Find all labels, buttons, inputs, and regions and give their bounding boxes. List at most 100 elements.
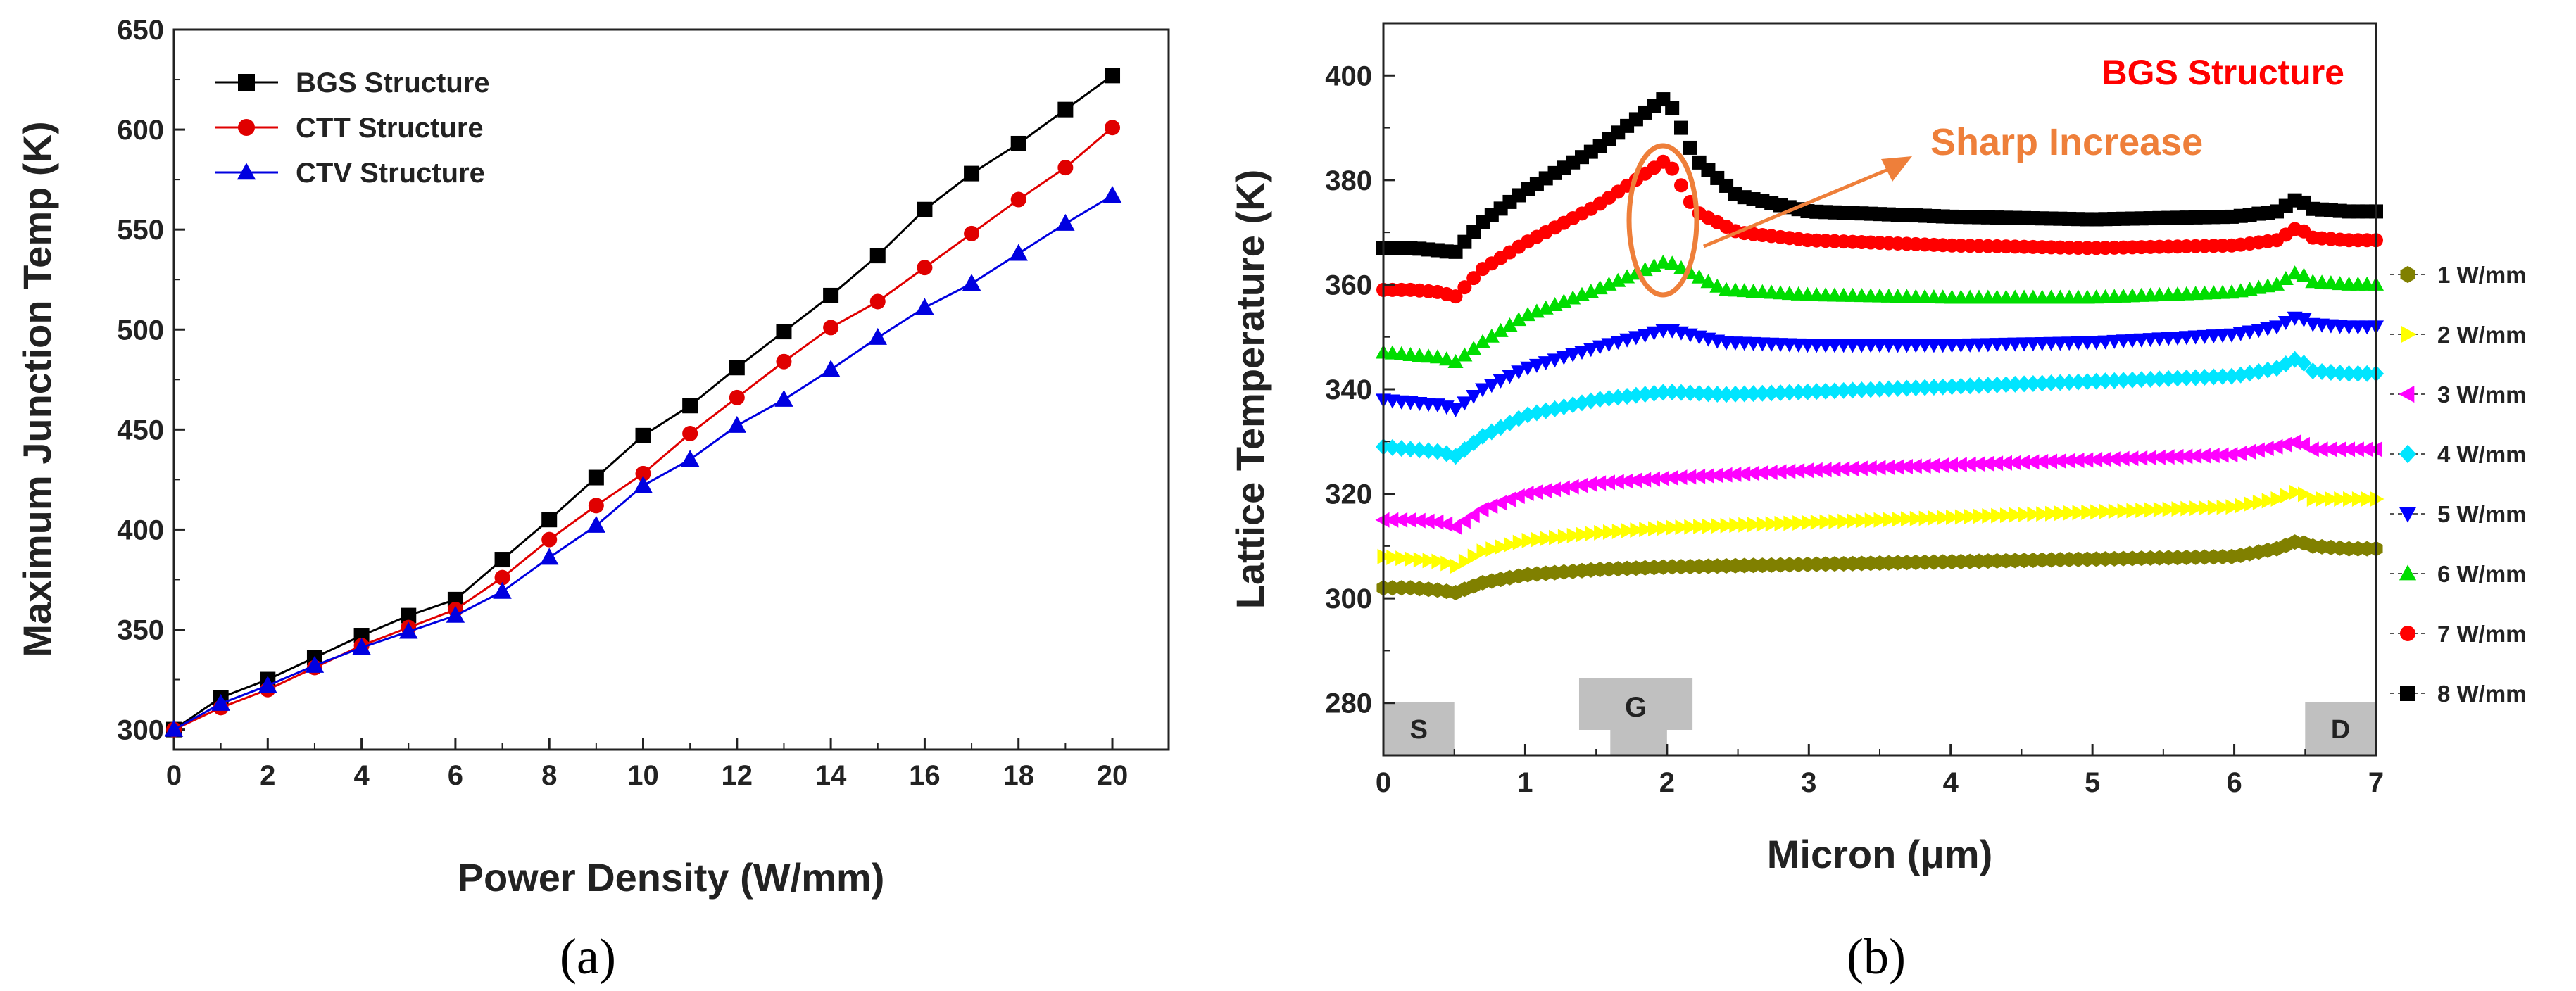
chart-b-data-point [2009, 507, 2023, 523]
chart-b-data-point [2115, 450, 2130, 467]
chart-b-series [1375, 92, 2385, 601]
chart-b-data-point [1916, 458, 1931, 474]
chart-b-data-point [1764, 384, 1780, 402]
chart-b-data-point [1583, 343, 1599, 358]
chart-b-data-point [2197, 368, 2213, 386]
chart-b-data-point [2063, 505, 2078, 521]
chart-b-data-point [1991, 507, 2006, 524]
chart-b-data-point [1937, 510, 1952, 526]
chart-a-xtick-label: 14 [815, 760, 847, 791]
chart-b-data-point [2160, 449, 2175, 465]
chart-b-data-point [1971, 377, 1987, 394]
chart-b-series-3-w-mm [1375, 434, 2382, 535]
chart-b-ylabel: Lattice Temperature (K) [1228, 170, 1272, 609]
chart-b-data-point [1909, 510, 1924, 526]
chart-a-data-point [915, 298, 934, 315]
chart-b-data-point [1576, 526, 1590, 543]
chart-b-data-point [1429, 349, 1445, 364]
chart-a-legend: BGS Structure CTT Structure CTV Structure [215, 68, 490, 189]
region-label: S [1410, 715, 1428, 745]
chart-b-series-5-w-mm [1376, 311, 2384, 417]
chart-b-data-point [2079, 373, 2095, 391]
chart-a-xtick-label: 18 [1003, 760, 1034, 791]
chart-b-data-point [2171, 501, 2186, 517]
chart-b-data-point [1540, 531, 1554, 547]
chart-b-data-point [2052, 374, 2068, 391]
chart-b-data-point [1639, 522, 1654, 538]
chart-b-data-point [1413, 552, 1428, 568]
chart-a-data-point [541, 531, 558, 548]
chart-b-data-point [1883, 512, 1897, 528]
legend-b-label: 6 W/mm [2437, 561, 2527, 587]
chart-b-xtick-label: 7 [2368, 767, 2384, 798]
chart-b-data-point [1847, 513, 1861, 529]
chart-b-data-point [2260, 322, 2276, 336]
chart-b-data-point [2287, 434, 2301, 450]
chart-b-ytick-label: 340 [1325, 374, 1372, 405]
chart-a-data-point [164, 719, 184, 737]
legend-b-label: 8 W/mm [2437, 681, 2527, 707]
chart-b-data-point [1421, 442, 1437, 460]
chart-b-data-point [1619, 269, 1635, 284]
chart-b-data-point [1781, 384, 1797, 401]
chart-b-data-point [2187, 448, 2202, 464]
chart-b-data-point [1828, 514, 1843, 530]
chart-b-legend: 1 W/mm 2 W/mm 3 W/mm 4 W/mm 5 W/mm 6 W/mm 7 W/… [2390, 262, 2527, 707]
chart-b-data-point [1485, 541, 1500, 557]
chart-b-data-point [1664, 469, 1678, 486]
chart-b-data-point [1946, 509, 1961, 525]
legend-b-label: 5 W/mm [2437, 501, 2527, 527]
chart-b-data-point [1890, 459, 1904, 475]
chart-b-data-point [1467, 548, 1482, 564]
chart-b-xtick-label: 1 [1517, 767, 1533, 798]
chart-b-data-point [1719, 386, 1735, 403]
chart-b-data-point [2314, 363, 2330, 381]
chart-b-data-point [2269, 276, 2285, 291]
chart-a-data-point [211, 693, 230, 711]
chart-b-data-point [1998, 376, 2014, 393]
chart-b-data-point [2088, 372, 2104, 390]
chart-b-data-point [2006, 455, 2021, 471]
chart-b-data-point [2306, 491, 2321, 507]
chart-b-data-point [2296, 313, 2312, 328]
chart-b-data-point [1531, 531, 1545, 548]
chart-b-data-point [1964, 508, 1978, 524]
chart-b-data-point [2027, 506, 2042, 522]
legend-b-label: 7 W/mm [2437, 621, 2527, 647]
chart-b-data-point [2124, 450, 2139, 467]
chart-a-xtick-label: 20 [1097, 760, 1129, 791]
chart-b-data-point [2097, 372, 2113, 390]
chart-b-data-point [1691, 269, 1707, 284]
chart-b-data-point [1429, 514, 1444, 530]
chart-b-data-point [1557, 529, 1572, 545]
chart-b-data-point [1700, 385, 1716, 403]
region-shape [1383, 702, 1455, 755]
chart-b-data-point [1835, 461, 1850, 477]
chart-a-xtick-label: 10 [627, 760, 659, 791]
chart-a-data-point [1105, 120, 1121, 136]
chart-b-data-point [1393, 512, 1408, 528]
chart-b-data-point [2054, 505, 2068, 522]
chart-b-data-point [2316, 491, 2330, 507]
chart-b-data-point [1547, 481, 1562, 498]
chart-a-data-point [729, 360, 745, 376]
chart-b-data-point [1592, 391, 1608, 408]
chart-b-data-point [1549, 529, 1564, 545]
chart-b-data-point [1475, 383, 1490, 398]
chart-a-series-ctv-structure [164, 186, 1122, 737]
chart-b-data-point [2349, 441, 2364, 457]
chart-a-data-point [962, 274, 981, 291]
chart-b-data-point [1880, 380, 1897, 398]
chart-b-data-point [2242, 325, 2258, 340]
chart-b-data-point [1457, 280, 1472, 295]
chart-b-data-point [1700, 274, 1716, 289]
region-d-contact: D [2305, 702, 2376, 755]
chart-b-xlabel: Micron (μm) [1767, 832, 1992, 876]
chart-a-data-point [1010, 191, 1026, 208]
chart-a-xtick-label: 2 [260, 760, 275, 791]
legend-b-swatch-marker [2400, 265, 2415, 284]
chart-b-data-point [2088, 452, 2103, 468]
chart-a-data-point [868, 327, 887, 345]
chart-b-data-point [1601, 389, 1617, 407]
chart-a-data-point [682, 398, 698, 414]
